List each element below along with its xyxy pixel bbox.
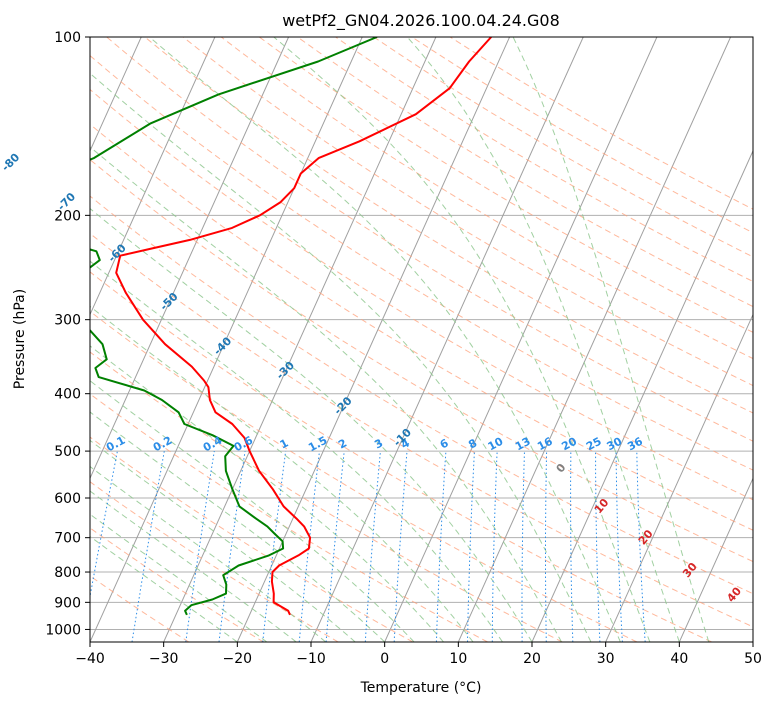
mixing-ratio-label: 36 xyxy=(625,435,645,454)
dry-adiabat-line xyxy=(144,37,753,414)
mixing-ratio-line xyxy=(262,451,287,642)
isotherm-line xyxy=(163,37,437,642)
dry-adiabat-line xyxy=(90,527,264,642)
x-tick-label: 40 xyxy=(670,651,688,667)
mixing-ratio-label: 25 xyxy=(584,435,604,454)
isotherm-line xyxy=(90,37,290,480)
x-axis-title: Temperature (°C) xyxy=(360,680,482,696)
dry-adiabat-line xyxy=(106,37,753,442)
mixing-ratio-label: 10 xyxy=(486,435,506,454)
y-tick-label: 500 xyxy=(54,444,81,460)
moist-adiabat-line xyxy=(90,411,386,642)
dry-adiabat-line xyxy=(90,481,339,642)
mixing-ratio-line xyxy=(364,451,381,642)
moist-adiabat-line xyxy=(512,37,710,642)
y-tick-label: 300 xyxy=(54,313,81,329)
dry-adiabat-line xyxy=(90,195,753,595)
dry-adiabat-line xyxy=(220,37,753,360)
moist-adiabat-line xyxy=(406,37,680,642)
dry-adiabat-line xyxy=(90,271,712,642)
moist-adiabat-line xyxy=(90,207,533,642)
moist-adiabat-line xyxy=(273,37,651,642)
dry-adiabat-line xyxy=(90,55,753,471)
dry-adiabat-line xyxy=(90,310,638,642)
isotherm-line xyxy=(457,37,732,642)
x-tick-label: 0 xyxy=(380,651,389,667)
chart-title: wetPf2_GN04.2026.100.04.24.G08 xyxy=(282,11,560,31)
x-tick-label: 30 xyxy=(597,651,615,667)
moist-adiabat-line xyxy=(90,535,238,642)
y-tick-label: 400 xyxy=(54,387,81,403)
moist-adiabat-line xyxy=(90,439,356,642)
isotherm-line xyxy=(90,37,142,153)
dry-adiabat-line xyxy=(182,37,753,387)
moist-adiabat-line xyxy=(149,37,621,642)
y-tick-label: 100 xyxy=(54,30,81,46)
mixing-ratio-line xyxy=(325,451,345,642)
x-tick-label: −30 xyxy=(149,651,179,667)
y-axis-title: Pressure (hPa) xyxy=(12,289,28,389)
isotherm-line xyxy=(90,37,216,316)
mixing-ratio-line xyxy=(298,451,320,642)
y-tick-label: 200 xyxy=(54,208,81,224)
x-tick-label: 10 xyxy=(449,651,467,667)
moist-adiabat-line xyxy=(90,305,474,642)
x-tick-label: −40 xyxy=(75,651,105,667)
x-tick-label: 50 xyxy=(744,651,762,667)
x-tick-label: −10 xyxy=(296,651,326,667)
dry-adiabat-line xyxy=(90,232,753,628)
x-tick-label: −20 xyxy=(223,651,253,667)
isotherm-line xyxy=(90,37,363,642)
y-tick-label: 1000 xyxy=(45,622,81,638)
axes: −40 −30 −20 −10 0 10 20 30 40 50 100 200 300 400 500 60… xyxy=(45,30,762,667)
x-tick-label: 20 xyxy=(523,651,541,667)
isotherm-line xyxy=(605,313,753,642)
mixing-ratio-label: 13 xyxy=(513,435,533,454)
temperature-profile-line xyxy=(115,37,492,616)
mixing-ratio-label: 16 xyxy=(535,435,555,454)
dewpoint-profile-line xyxy=(90,37,378,616)
y-tick-label: 900 xyxy=(54,595,81,611)
y-tick-label: 800 xyxy=(54,565,81,581)
mixing-ratio-label: 20 xyxy=(559,434,579,453)
mixing-ratio-label: 30 xyxy=(605,434,625,453)
y-tick-label: 600 xyxy=(54,491,81,507)
isotherm-line xyxy=(384,37,658,642)
isotherm-line xyxy=(678,477,753,642)
dry-adiabat-line xyxy=(90,351,563,642)
profile-lines xyxy=(90,37,492,616)
moist-adiabat-line xyxy=(90,72,592,642)
isotherm-line xyxy=(310,37,584,642)
plot-frame xyxy=(89,36,754,643)
moist-adiabat-line xyxy=(90,146,562,642)
mixing-ratio-line xyxy=(185,451,215,642)
y-tick-label: 700 xyxy=(54,531,81,547)
moist-adiabat-line xyxy=(90,260,503,642)
mixing-ratio-line xyxy=(218,451,246,642)
isotherm-line xyxy=(531,149,753,642)
